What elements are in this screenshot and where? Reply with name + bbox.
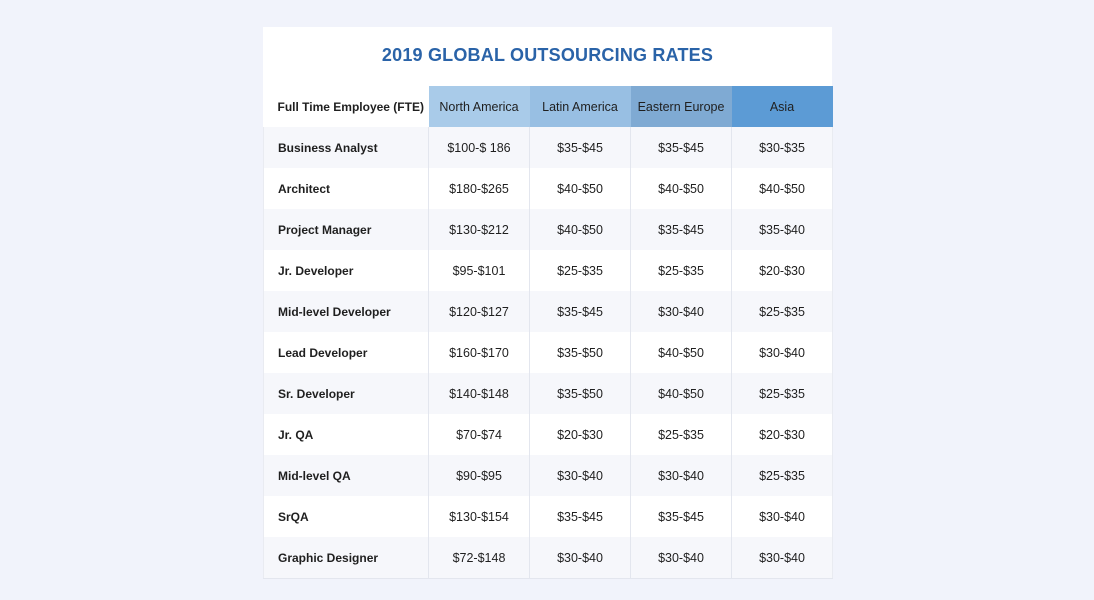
role-cell: Jr. Developer <box>263 250 429 291</box>
table-row: Lead Developer $160-$170 $35-$50 $40-$50 $30… <box>263 332 833 373</box>
role-cell: Jr. QA <box>263 414 429 455</box>
rate-cell: $95-$101 <box>428 250 530 291</box>
rate-cell: $35-$45 <box>630 209 732 250</box>
rate-cell: $35-$45 <box>630 127 732 168</box>
rate-cell: $40-$50 <box>731 168 833 209</box>
rate-cell: $25-$35 <box>731 373 833 414</box>
rate-cell: $30-$40 <box>731 537 833 579</box>
rate-cell: $30-$40 <box>731 496 833 537</box>
rate-cell: $35-$45 <box>630 496 732 537</box>
rate-cell: $30-$40 <box>630 291 732 332</box>
rate-cell: $35-$50 <box>529 373 631 414</box>
rate-cell: $30-$35 <box>731 127 833 168</box>
rate-cell: $90-$95 <box>428 455 530 496</box>
rate-cell: $35-$50 <box>529 332 631 373</box>
column-header-north-america: North America <box>428 86 530 127</box>
rate-cell: $140-$148 <box>428 373 530 414</box>
rate-cell: $35-$45 <box>529 496 631 537</box>
rate-cell: $160-$170 <box>428 332 530 373</box>
rate-cell: $30-$40 <box>529 455 631 496</box>
table-row: Jr. QA $70-$74 $20-$30 $25-$35 $20-$30 <box>263 414 833 455</box>
column-header-asia: Asia <box>731 86 833 127</box>
rate-cell: $30-$40 <box>529 537 631 579</box>
row-header-label: Full Time Employee (FTE) <box>263 86 429 127</box>
rate-cell: $25-$35 <box>630 414 732 455</box>
rate-cell: $180-$265 <box>428 168 530 209</box>
table-row: Jr. Developer $95-$101 $25-$35 $25-$35 $20-$… <box>263 250 833 291</box>
rate-cell: $70-$74 <box>428 414 530 455</box>
rate-cell: $30-$40 <box>630 455 732 496</box>
role-cell: Sr. Developer <box>263 373 429 414</box>
rate-cell: $40-$50 <box>630 373 732 414</box>
role-cell: Architect <box>263 168 429 209</box>
table-row: Graphic Designer $72-$148 $30-$40 $30-$40 $3… <box>263 537 833 579</box>
role-cell: Graphic Designer <box>263 537 429 579</box>
rate-cell: $35-$45 <box>529 291 631 332</box>
table-row: Mid-level QA $90-$95 $30-$40 $30-$40 $25-$35 <box>263 455 833 496</box>
rate-cell: $120-$127 <box>428 291 530 332</box>
table-row: Mid-level Developer $120-$127 $35-$45 $30-$… <box>263 291 833 332</box>
role-cell: Mid-level QA <box>263 455 429 496</box>
rate-cell: $25-$35 <box>529 250 631 291</box>
rates-table-body: Business Analyst $100-$ 186 $35-$45 $35-$45… <box>263 127 833 579</box>
table-title: 2019 GLOBAL OUTSOURCING RATES <box>381 45 714 65</box>
column-header-latin-america: Latin America <box>529 86 631 127</box>
rate-cell: $40-$50 <box>529 209 631 250</box>
role-cell: Project Manager <box>263 209 429 250</box>
role-cell: Lead Developer <box>263 332 429 373</box>
rate-cell: $40-$50 <box>529 168 631 209</box>
role-cell: Mid-level Developer <box>263 291 429 332</box>
column-header-eastern-europe: Eastern Europe <box>630 86 732 127</box>
rate-cell: $25-$35 <box>731 455 833 496</box>
rate-cell: $30-$40 <box>630 537 732 579</box>
rate-cell: $35-$40 <box>731 209 833 250</box>
rates-card: 2019 GLOBAL OUTSOURCING RATES Full Time … <box>263 27 833 579</box>
table-row: Sr. Developer $140-$148 $35-$50 $40-$50 $25-… <box>263 373 833 414</box>
rate-cell: $25-$35 <box>630 250 732 291</box>
rate-cell: $100-$ 186 <box>428 127 530 168</box>
header-row: Full Time Employee (FTE) North America L… <box>263 86 833 127</box>
rates-table: Full Time Employee (FTE) North America L… <box>263 86 833 579</box>
rate-cell: $20-$30 <box>731 414 833 455</box>
rate-cell: $35-$45 <box>529 127 631 168</box>
table-row: SrQA $130-$154 $35-$45 $35-$45 $30-$40 <box>263 496 833 537</box>
rate-cell: $72-$148 <box>428 537 530 579</box>
table-row: Project Manager $130-$212 $40-$50 $35-$45 $3… <box>263 209 833 250</box>
rate-cell: $40-$50 <box>630 332 732 373</box>
rate-cell: $20-$30 <box>731 250 833 291</box>
rate-cell: $130-$212 <box>428 209 530 250</box>
rate-cell: $30-$40 <box>731 332 833 373</box>
rate-cell: $40-$50 <box>630 168 732 209</box>
rate-cell: $20-$30 <box>529 414 631 455</box>
role-cell: SrQA <box>263 496 429 537</box>
rate-cell: $25-$35 <box>731 291 833 332</box>
table-row: Architect $180-$265 $40-$50 $40-$50 $40-$50 <box>263 168 833 209</box>
table-row: Business Analyst $100-$ 186 $35-$45 $35-$45… <box>263 127 833 168</box>
role-cell: Business Analyst <box>263 127 429 168</box>
rate-cell: $130-$154 <box>428 496 530 537</box>
